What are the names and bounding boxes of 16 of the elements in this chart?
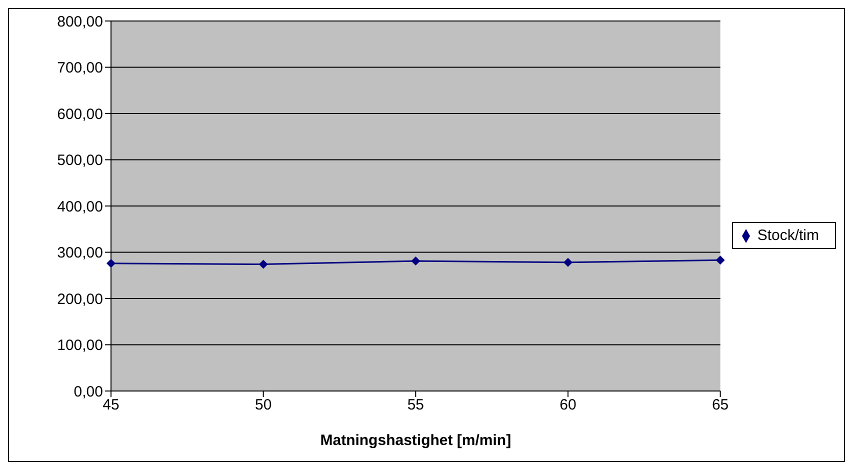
x-axis-title: Matningshastighet [m/min] [320, 432, 512, 449]
y-tick-label: 700,00 [57, 60, 103, 77]
y-tick-label: 600,00 [57, 106, 103, 123]
y-tick-label: 200,00 [57, 290, 103, 308]
y-tick-label: 0,00 [74, 383, 103, 400]
x-tick-label: 60 [560, 396, 576, 414]
x-tick-label: 50 [254, 396, 272, 414]
y-tick-label: 800,00 [57, 13, 103, 30]
x-tick-label: 65 [712, 396, 729, 414]
y-tick-label: 500,00 [57, 152, 103, 170]
y-tick-label: 100,00 [57, 337, 103, 354]
legend-label: Stock/tim [757, 226, 819, 244]
x-tick-label: 55 [407, 396, 424, 414]
y-tick-label: 300,00 [57, 244, 103, 262]
x-tick-label: 45 [102, 396, 120, 414]
y-tick-label: 400,00 [57, 198, 103, 216]
